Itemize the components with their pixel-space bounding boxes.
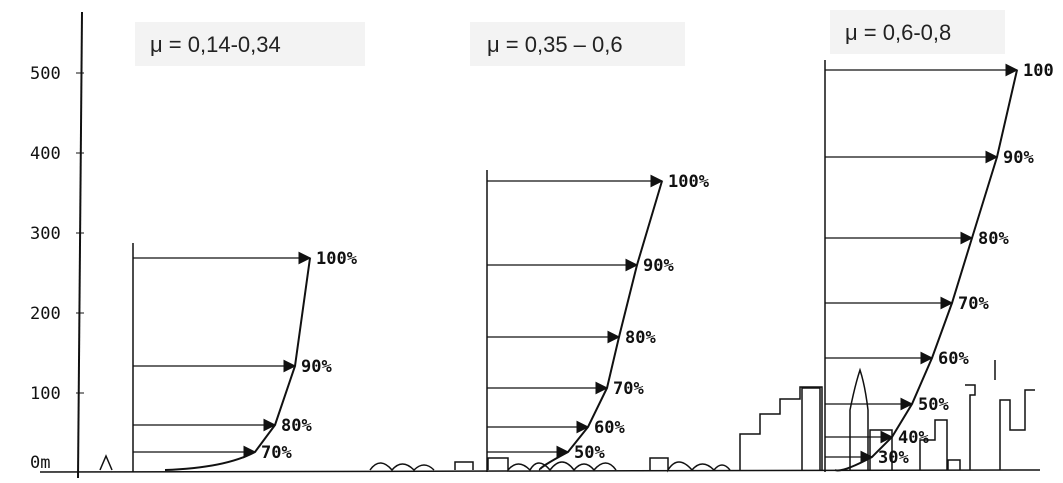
speed-label: 90% (1003, 148, 1034, 168)
profile-title: μ = 0,14-0,34 (150, 32, 281, 57)
background (0, 0, 1063, 483)
tick-label: 400 (30, 144, 61, 164)
speed-label: 70% (958, 294, 989, 314)
profile-title: μ = 0,35 – 0,6 (487, 32, 623, 57)
speed-label: 100 (1023, 61, 1054, 81)
profile-title: μ = 0,6-0,8 (845, 20, 951, 45)
speed-label: 50% (918, 395, 949, 415)
tick-label: 300 (30, 224, 61, 244)
speed-label: 70% (613, 379, 644, 399)
speed-label: 30% (878, 448, 909, 468)
speed-label: 70% (261, 443, 292, 463)
speed-label: 80% (978, 229, 1009, 249)
tick-label: 0m (30, 453, 50, 473)
speed-label: 50% (574, 443, 605, 463)
speed-label: 80% (625, 328, 656, 348)
tick-label: 200 (30, 304, 61, 324)
tick-label: 500 (30, 64, 61, 84)
speed-label: 100% (668, 172, 710, 192)
speed-label: 90% (301, 357, 332, 377)
speed-label: 100% (316, 249, 358, 269)
tick-label: 100 (30, 384, 61, 404)
speed-label: 60% (938, 349, 969, 369)
speed-label: 40% (898, 428, 929, 448)
diagram: 500 400 300 200 100 0m μ = 0,14-0,34 100% 90% 80… (0, 0, 1063, 483)
speed-label: 60% (594, 418, 625, 438)
speed-label: 90% (643, 256, 674, 276)
speed-label: 80% (281, 416, 312, 436)
